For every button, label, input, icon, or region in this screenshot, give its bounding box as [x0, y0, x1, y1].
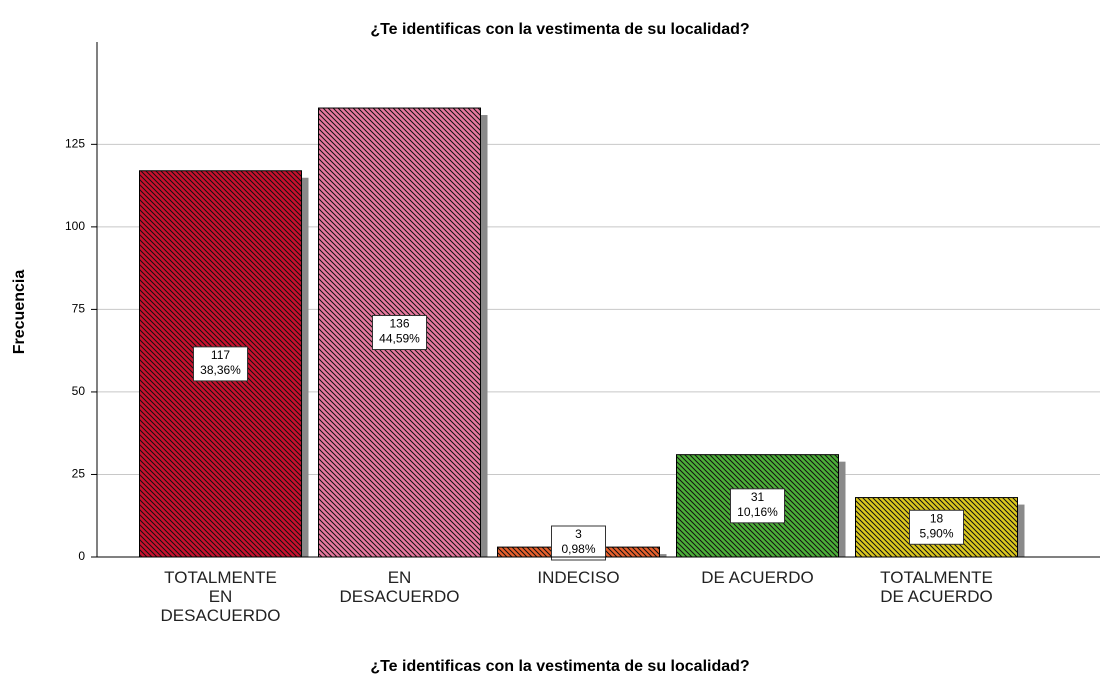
y-tick-label: 75 — [72, 302, 86, 316]
x-tick-label-line: DESACUERDO — [161, 606, 281, 625]
data-label-box — [909, 509, 964, 545]
x-tick-label: INDECISO — [537, 568, 619, 587]
data-label-box — [730, 488, 785, 524]
data-label-percent: 44,59% — [379, 332, 420, 346]
data-label: 136 — [389, 317, 409, 331]
x-tick-label-line: TOTALMENTE — [880, 568, 993, 587]
x-tick-label-line: TOTALMENTE — [164, 568, 277, 587]
x-axis-title: ¿Te identificas con la vestimenta de su … — [370, 658, 749, 675]
data-label-percent: 38,36% — [200, 363, 241, 377]
data-label-percent: 5,90% — [919, 526, 953, 540]
x-tick-label-line: DE ACUERDO — [880, 587, 992, 606]
y-tick-label: 100 — [65, 219, 85, 233]
data-label: 31 — [751, 490, 765, 504]
data-label-box — [372, 315, 427, 351]
data-label-percent: 10,16% — [737, 505, 778, 519]
data-label: 18 — [930, 511, 944, 525]
y-tick-label: 50 — [72, 384, 86, 398]
data-label-box — [551, 525, 606, 561]
x-tick-label: DE ACUERDO — [701, 568, 813, 587]
chart-title: ¿Te identificas con la vestimenta de su … — [370, 21, 749, 38]
y-tick-label: 25 — [72, 467, 86, 481]
data-label-box — [193, 346, 248, 382]
bar — [855, 497, 1018, 558]
data-label: 117 — [211, 348, 230, 362]
y-tick-label: 125 — [65, 137, 85, 151]
data-label: 3 — [575, 527, 582, 541]
x-tick-label: TOTALMENTE EN DESACUERDO — [161, 568, 281, 625]
x-tick-label-line: EN — [209, 587, 233, 606]
x-tick-label-line: EN — [388, 568, 412, 587]
y-tick-label: 0 — [78, 549, 85, 563]
x-tick-label-line: DE ACUERDO — [701, 568, 813, 587]
x-tick-label-line: DESACUERDO — [340, 587, 460, 606]
x-tick-label: TOTALMENTE DE ACUERDO — [880, 568, 993, 606]
x-tick-label: EN DESACUERDO — [340, 568, 460, 606]
y-axis-title: Frecuencia — [11, 270, 28, 355]
x-tick-label-line: INDECISO — [537, 568, 619, 587]
data-label-percent: 0,98% — [561, 542, 595, 556]
